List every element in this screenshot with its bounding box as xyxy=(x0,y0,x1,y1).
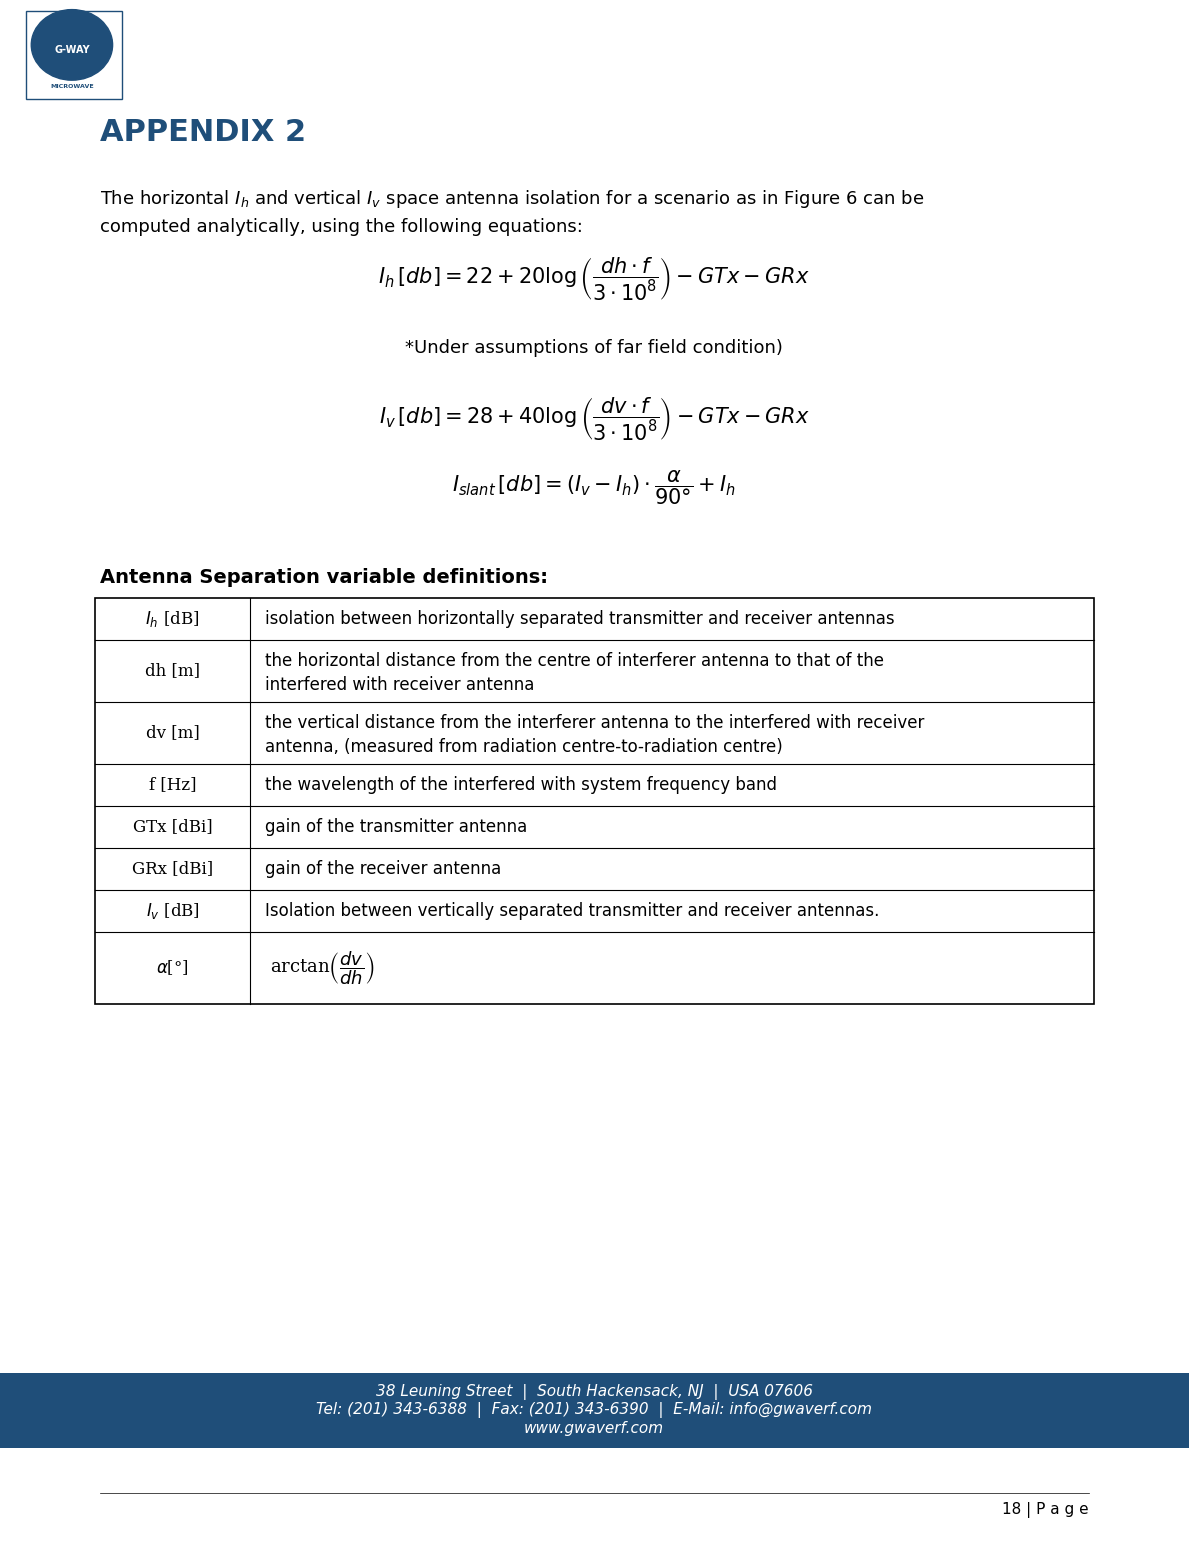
Text: $I_v$ [dB]: $I_v$ [dB] xyxy=(145,901,200,921)
Text: The horizontal $I_h$ and vertical $I_v$ space antenna isolation for a scenario a: The horizontal $I_h$ and vertical $I_v$ … xyxy=(100,187,925,211)
Text: GRx [dBi]: GRx [dBi] xyxy=(132,861,213,878)
Text: interfered with receiver antenna: interfered with receiver antenna xyxy=(265,676,534,694)
Bar xyxy=(0,1373,1189,1447)
Text: dh [m]: dh [m] xyxy=(145,663,200,680)
Text: APPENDIX 2: APPENDIX 2 xyxy=(100,118,306,147)
Text: Antenna Separation variable definitions:: Antenna Separation variable definitions: xyxy=(100,568,548,587)
Text: GTx [dBi]: GTx [dBi] xyxy=(133,819,213,836)
Text: gain of the transmitter antenna: gain of the transmitter antenna xyxy=(265,817,527,836)
Text: isolation between horizontally separated transmitter and receiver antennas: isolation between horizontally separated… xyxy=(265,610,894,628)
Text: $I_v\,[db] = 28 + 40\log\left(\dfrac{dv \cdot f}{3 \cdot 10^8}\right) - GTx - GR: $I_v\,[db] = 28 + 40\log\left(\dfrac{dv … xyxy=(378,395,810,441)
Text: dv [m]: dv [m] xyxy=(145,724,200,741)
Text: antenna, (measured from radiation centre-to-radiation centre): antenna, (measured from radiation centre… xyxy=(265,738,782,755)
Text: f [Hz]: f [Hz] xyxy=(149,777,196,794)
Text: the vertical distance from the interferer antenna to the interfered with receive: the vertical distance from the interfere… xyxy=(265,714,924,732)
Bar xyxy=(95,598,1094,1005)
Text: computed analytically, using the following equations:: computed analytically, using the followi… xyxy=(100,218,583,235)
Text: Tel: (201) 343-6388  |  Fax: (201) 343-6390  |  E-Mail: info@gwaverf.com: Tel: (201) 343-6388 | Fax: (201) 343-639… xyxy=(316,1402,872,1418)
Text: $I_h$ [dB]: $I_h$ [dB] xyxy=(145,608,200,628)
Text: MICROWAVE: MICROWAVE xyxy=(50,84,94,90)
Text: arctan$\left(\dfrac{dv}{dh}\right)$: arctan$\left(\dfrac{dv}{dh}\right)$ xyxy=(270,949,375,986)
Text: www.gwaverf.com: www.gwaverf.com xyxy=(524,1421,665,1437)
Text: $I_h\,[db] = 22 + 20\log\left(\dfrac{dh \cdot f}{3 \cdot 10^8}\right) - GTx - GR: $I_h\,[db] = 22 + 20\log\left(\dfrac{dh … xyxy=(378,254,810,302)
Circle shape xyxy=(31,9,113,80)
Text: the horizontal distance from the centre of interferer antenna to that of the: the horizontal distance from the centre … xyxy=(265,652,883,670)
Text: *Under assumptions of far field condition): *Under assumptions of far field conditio… xyxy=(405,339,782,358)
Text: the wavelength of the interfered with system frequency band: the wavelength of the interfered with sy… xyxy=(265,776,776,794)
Text: $\alpha$[°]: $\alpha$[°] xyxy=(156,958,189,977)
Text: Isolation between vertically separated transmitter and receiver antennas.: Isolation between vertically separated t… xyxy=(265,902,880,920)
Text: 18 | P a g e: 18 | P a g e xyxy=(1002,1502,1089,1519)
Text: $I_{slant}\,[db] = (I_v - I_h) \cdot \dfrac{\alpha}{90°} + I_h$: $I_{slant}\,[db] = (I_v - I_h) \cdot \df… xyxy=(452,469,736,508)
Text: 38 Leuning Street  |  South Hackensack, NJ  |  USA 07606: 38 Leuning Street | South Hackensack, NJ… xyxy=(376,1384,812,1401)
Text: gain of the receiver antenna: gain of the receiver antenna xyxy=(265,861,502,878)
Text: G-WAY: G-WAY xyxy=(55,45,89,54)
